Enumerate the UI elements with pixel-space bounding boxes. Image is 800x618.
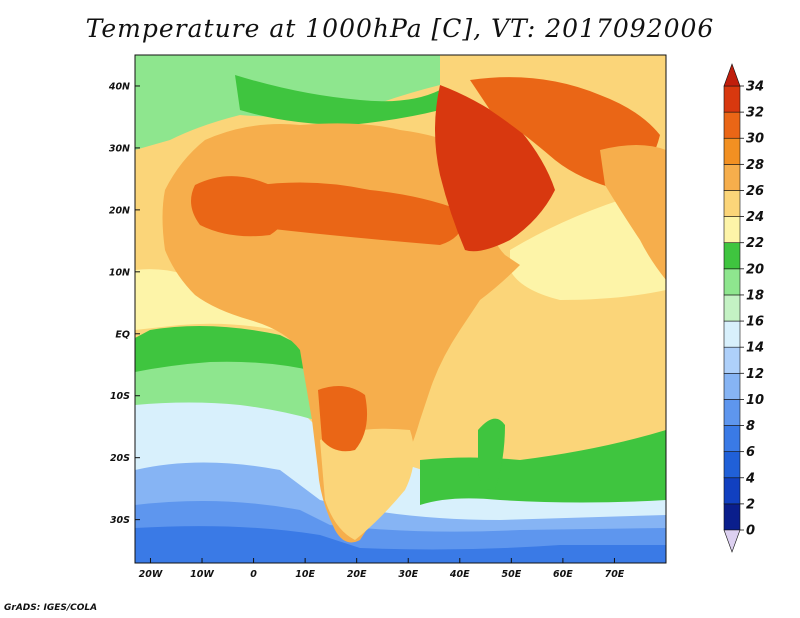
colorbar-segment xyxy=(723,242,741,270)
south-ocean-band-8 xyxy=(135,526,666,563)
colorbar-label: 0 xyxy=(746,524,755,539)
lat-tick-label: 30N xyxy=(109,143,130,154)
colorbar-segment xyxy=(723,346,741,374)
colorbar-segment xyxy=(723,320,741,348)
lon-tick-label: 20E xyxy=(347,569,367,580)
lon-tick-label: 50E xyxy=(501,569,521,580)
lon-tick-label: 10E xyxy=(295,569,315,580)
grads-credit: GrADS: IGES/COLA xyxy=(4,603,98,613)
colorbar-label: 22 xyxy=(746,236,764,251)
colorbar-segment xyxy=(723,477,741,505)
lon-tick-label: 60E xyxy=(553,569,573,580)
colorbar-label: 30 xyxy=(746,132,764,147)
colorbar-label: 20 xyxy=(746,262,764,277)
colorbar-label: 24 xyxy=(746,210,764,225)
colorbar-label: 18 xyxy=(746,288,764,303)
colorbar-label: 6 xyxy=(746,445,755,460)
latitude-axis: 40N 30N 20N 10N EQ 10S 20S 30S xyxy=(108,81,140,526)
colorbar-over-triangle xyxy=(723,63,741,87)
lat-tick-label: 20S xyxy=(110,453,130,464)
colorbar-label: 4 xyxy=(745,471,755,486)
colorbar-label: 8 xyxy=(746,419,755,434)
colorbar-segment xyxy=(723,294,741,322)
colorbar-label: 32 xyxy=(746,106,764,121)
lon-tick-label: 20W xyxy=(139,569,163,580)
gulf-of-guinea-green xyxy=(135,326,320,372)
indian-ocean-green xyxy=(420,430,666,505)
colorbar-segment xyxy=(723,372,741,400)
map-title: Temperature at 1000hPa [C], VT: 20170920… xyxy=(85,14,715,43)
colorbar-under-triangle xyxy=(723,529,741,553)
colorbar-label: 28 xyxy=(746,158,764,173)
colorbar-segment xyxy=(723,111,741,139)
arabia-hot xyxy=(435,85,555,252)
sahel-hot xyxy=(230,182,463,245)
colorbar-segment xyxy=(723,137,741,165)
lat-tick-label: 10S xyxy=(110,391,130,402)
lon-tick-label: 40E xyxy=(449,569,470,580)
colorbar-segment xyxy=(723,190,741,217)
lon-tick-label: 0 xyxy=(250,569,257,580)
arabian-sea-yellow xyxy=(510,200,666,300)
namibia-hot xyxy=(318,386,368,452)
southern-africa-warm xyxy=(320,428,414,540)
colorbar-segment xyxy=(723,451,741,479)
lat-tick-label: EQ xyxy=(115,329,130,340)
colorbar-label: 12 xyxy=(746,367,764,382)
colorbar-label: 34 xyxy=(746,80,764,95)
lon-tick-label: 30E xyxy=(398,569,418,580)
colorbar-segment xyxy=(723,503,741,531)
colorbar-segment xyxy=(723,268,741,296)
colorbar-label: 14 xyxy=(746,341,764,356)
colorbar-segment xyxy=(723,85,741,113)
madagascar-green xyxy=(478,418,505,491)
colorbar-label: 16 xyxy=(746,315,764,330)
lat-tick-label: 10N xyxy=(109,267,130,278)
colorbar-label: 26 xyxy=(746,184,764,199)
lat-tick-label: 20N xyxy=(109,205,130,216)
mediterranean-green xyxy=(235,75,440,125)
lon-tick-label: 10W xyxy=(190,569,214,580)
lon-tick-label: 70E xyxy=(605,569,625,580)
india-warm xyxy=(600,145,666,280)
colorbar-label: 2 xyxy=(746,497,755,512)
colorbar-segment xyxy=(723,425,741,452)
colorbar-segment xyxy=(723,399,741,426)
lat-tick-label: 40N xyxy=(108,81,130,92)
map-frame xyxy=(134,54,667,564)
colorbar-segment xyxy=(723,216,741,244)
lat-tick-label: 30S xyxy=(110,515,130,526)
colorbar-segment xyxy=(723,164,741,191)
longitude-axis: 20W 10W 0 10E 20E 30E 40E 50E 60E 70E xyxy=(139,558,625,580)
colorbar-label: 10 xyxy=(746,393,764,408)
